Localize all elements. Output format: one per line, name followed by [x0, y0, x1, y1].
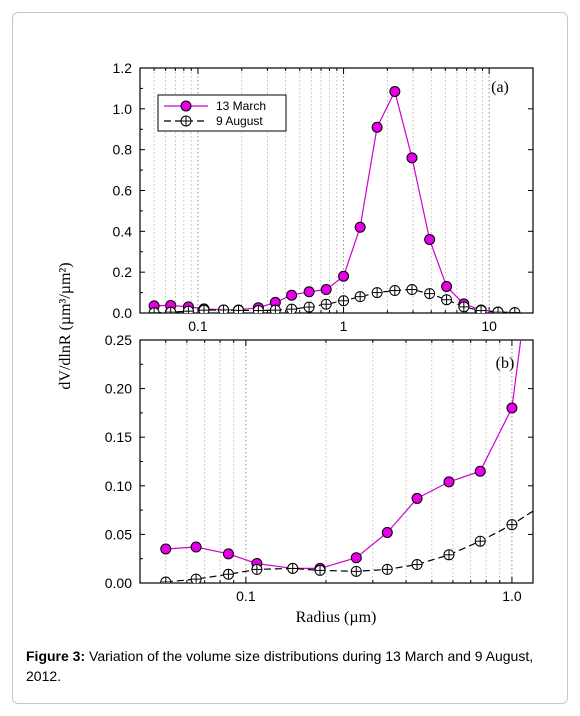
data-point — [537, 500, 547, 510]
series-group — [148, 85, 521, 313]
caption-label: Figure 3: — [26, 648, 86, 664]
data-point — [354, 291, 366, 303]
legend-label: 13 March — [216, 99, 266, 113]
x-tick-label: 1.0 — [502, 588, 522, 604]
y-tick-label: 1.2 — [113, 60, 133, 76]
data-point — [441, 294, 453, 306]
data-point — [286, 289, 298, 301]
data-point — [474, 535, 486, 547]
data-point — [411, 559, 423, 571]
series-group — [160, 170, 547, 583]
data-point — [148, 307, 160, 313]
data-point — [218, 304, 230, 313]
data-point — [222, 548, 234, 560]
data-point — [160, 576, 172, 583]
series-line-9-august — [154, 288, 515, 313]
data-point — [320, 298, 332, 310]
marker-circle — [537, 500, 547, 510]
data-point — [354, 221, 366, 233]
data-point — [160, 543, 172, 555]
data-point — [252, 305, 264, 313]
data-point — [269, 304, 281, 313]
panel-label: (b) — [496, 355, 515, 372]
data-point — [233, 304, 245, 313]
y-tick-label: 0.25 — [105, 332, 132, 348]
y-tick-label: 0.05 — [105, 526, 132, 542]
data-point — [350, 552, 362, 564]
data-point — [371, 121, 383, 133]
data-point — [506, 519, 518, 531]
y-tick-label: 0.15 — [105, 429, 132, 445]
data-point — [458, 301, 470, 313]
data-point — [441, 280, 453, 292]
panel-b: 0.00 0.05 0.10 0.15 0.20 0.25 0.1 1.0 (b) — [105, 170, 547, 604]
data-point — [251, 563, 263, 575]
caption-text: Variation of the volume size distributio… — [26, 648, 534, 684]
data-point — [443, 476, 455, 488]
grid-lines — [165, 340, 513, 583]
legend-box — [157, 94, 287, 132]
data-point — [287, 562, 299, 574]
data-point — [509, 307, 521, 313]
data-point — [320, 284, 332, 296]
y-tick-label: 0.00 — [105, 575, 132, 591]
data-point — [338, 295, 350, 307]
data-point — [381, 563, 393, 575]
panel-label: (a) — [491, 79, 509, 96]
data-point — [314, 564, 326, 576]
data-point — [381, 526, 393, 538]
y-tick-label: 0.0 — [113, 305, 133, 321]
y-tick-label: 0.6 — [113, 183, 133, 199]
y-tick-label: 0.10 — [105, 478, 132, 494]
data-point — [443, 549, 455, 561]
y-tick-label: 0.8 — [113, 142, 133, 158]
data-point — [411, 492, 423, 504]
series-line-13-march — [165, 340, 522, 569]
data-point — [222, 568, 234, 580]
legend-marker — [180, 100, 192, 112]
data-point — [303, 286, 315, 298]
data-point — [492, 306, 504, 313]
x-axis-title: Radius (µm) — [296, 609, 377, 626]
y-tick-label: 0.2 — [113, 264, 133, 280]
data-point — [371, 287, 383, 299]
legend-label: 9 August — [216, 114, 263, 128]
y-tick-label: 0.4 — [113, 223, 133, 239]
data-point — [338, 270, 350, 282]
x-tick-label: 0.1 — [188, 318, 208, 334]
x-tick-label: 10 — [481, 318, 497, 334]
data-point — [474, 465, 486, 477]
y-tick-label: 0.20 — [105, 381, 132, 397]
data-point — [190, 573, 202, 583]
data-point — [406, 152, 418, 164]
data-point — [537, 170, 547, 180]
figure-caption: Figure 3: Variation of the volume size d… — [26, 646, 556, 686]
data-point — [475, 305, 487, 313]
figure-frame — [12, 12, 568, 704]
data-point — [424, 288, 436, 300]
data-point — [406, 284, 418, 296]
data-point — [303, 301, 315, 313]
y-tick-label: 1.0 — [113, 101, 133, 117]
data-point — [286, 303, 298, 313]
data-point — [424, 234, 436, 245]
data-point — [350, 565, 362, 577]
panel-a: 0.0 0.2 0.4 0.6 0.8 1.0 1.2 0.1 1 10 (a) 13 March9 … — [113, 60, 534, 334]
data-point — [165, 306, 177, 313]
data-point — [190, 541, 202, 553]
data-point — [198, 304, 210, 313]
data-point — [389, 85, 401, 97]
data-point — [506, 402, 518, 414]
x-tick-label: 0.1 — [236, 588, 256, 604]
data-point — [182, 305, 194, 313]
x-tick-label: 1 — [340, 318, 348, 334]
y-axis-title: dV/dlnR (µm³/µm²) — [57, 262, 74, 389]
data-point — [389, 285, 401, 297]
